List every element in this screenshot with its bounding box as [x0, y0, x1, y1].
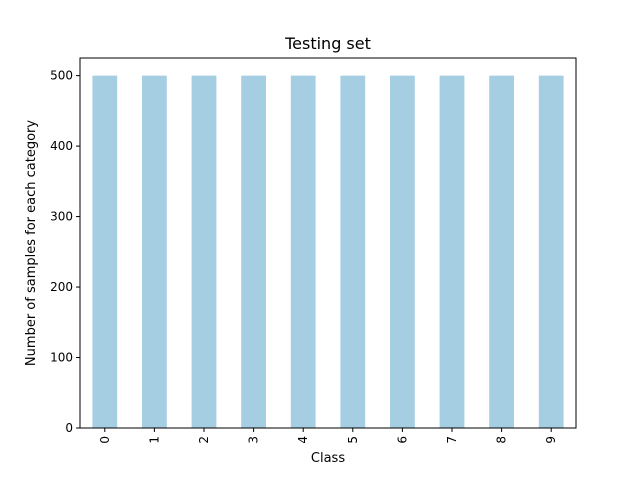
x-tick-label-0: 0 [98, 436, 112, 444]
y-tick-label-100: 100 [50, 351, 73, 365]
bar-7 [439, 75, 465, 428]
x-tick-label-3: 3 [247, 436, 261, 444]
x-tick-label-7: 7 [445, 436, 459, 444]
x-tick-label-1: 1 [147, 436, 161, 444]
y-tick-label-500: 500 [50, 69, 73, 83]
bar-2 [191, 75, 217, 428]
x-tick-label-5: 5 [346, 436, 360, 444]
y-tick-label-400: 400 [50, 139, 73, 153]
bar-3 [241, 75, 266, 428]
bar-4 [290, 75, 316, 428]
x-tick-label-8: 8 [495, 436, 509, 444]
y-axis-label: Number of samples for each category [24, 120, 39, 366]
y-tick-label-300: 300 [50, 210, 73, 224]
y-tick-label-200: 200 [50, 280, 73, 294]
y-tick-label-0: 0 [65, 421, 73, 435]
bar-1 [142, 75, 167, 428]
bar-9 [538, 75, 564, 428]
plot-frame [79, 57, 577, 429]
x-axis-ticks: 0 1 2 3 4 5 6 7 8 9 [98, 428, 558, 444]
x-tick-label-6: 6 [395, 436, 409, 444]
bar-0 [92, 75, 118, 428]
x-axis-label: Class [311, 451, 345, 466]
chart-title: Testing set [284, 34, 371, 53]
bar-6 [390, 75, 415, 428]
bar-8 [489, 75, 514, 428]
x-tick-label-9: 9 [544, 436, 558, 444]
y-axis-ticks: 0 100 200 300 400 500 [50, 69, 80, 435]
x-tick-label-4: 4 [296, 436, 310, 444]
x-tick-label-2: 2 [197, 436, 211, 444]
bars-group [92, 75, 564, 428]
bar-5 [340, 75, 366, 428]
